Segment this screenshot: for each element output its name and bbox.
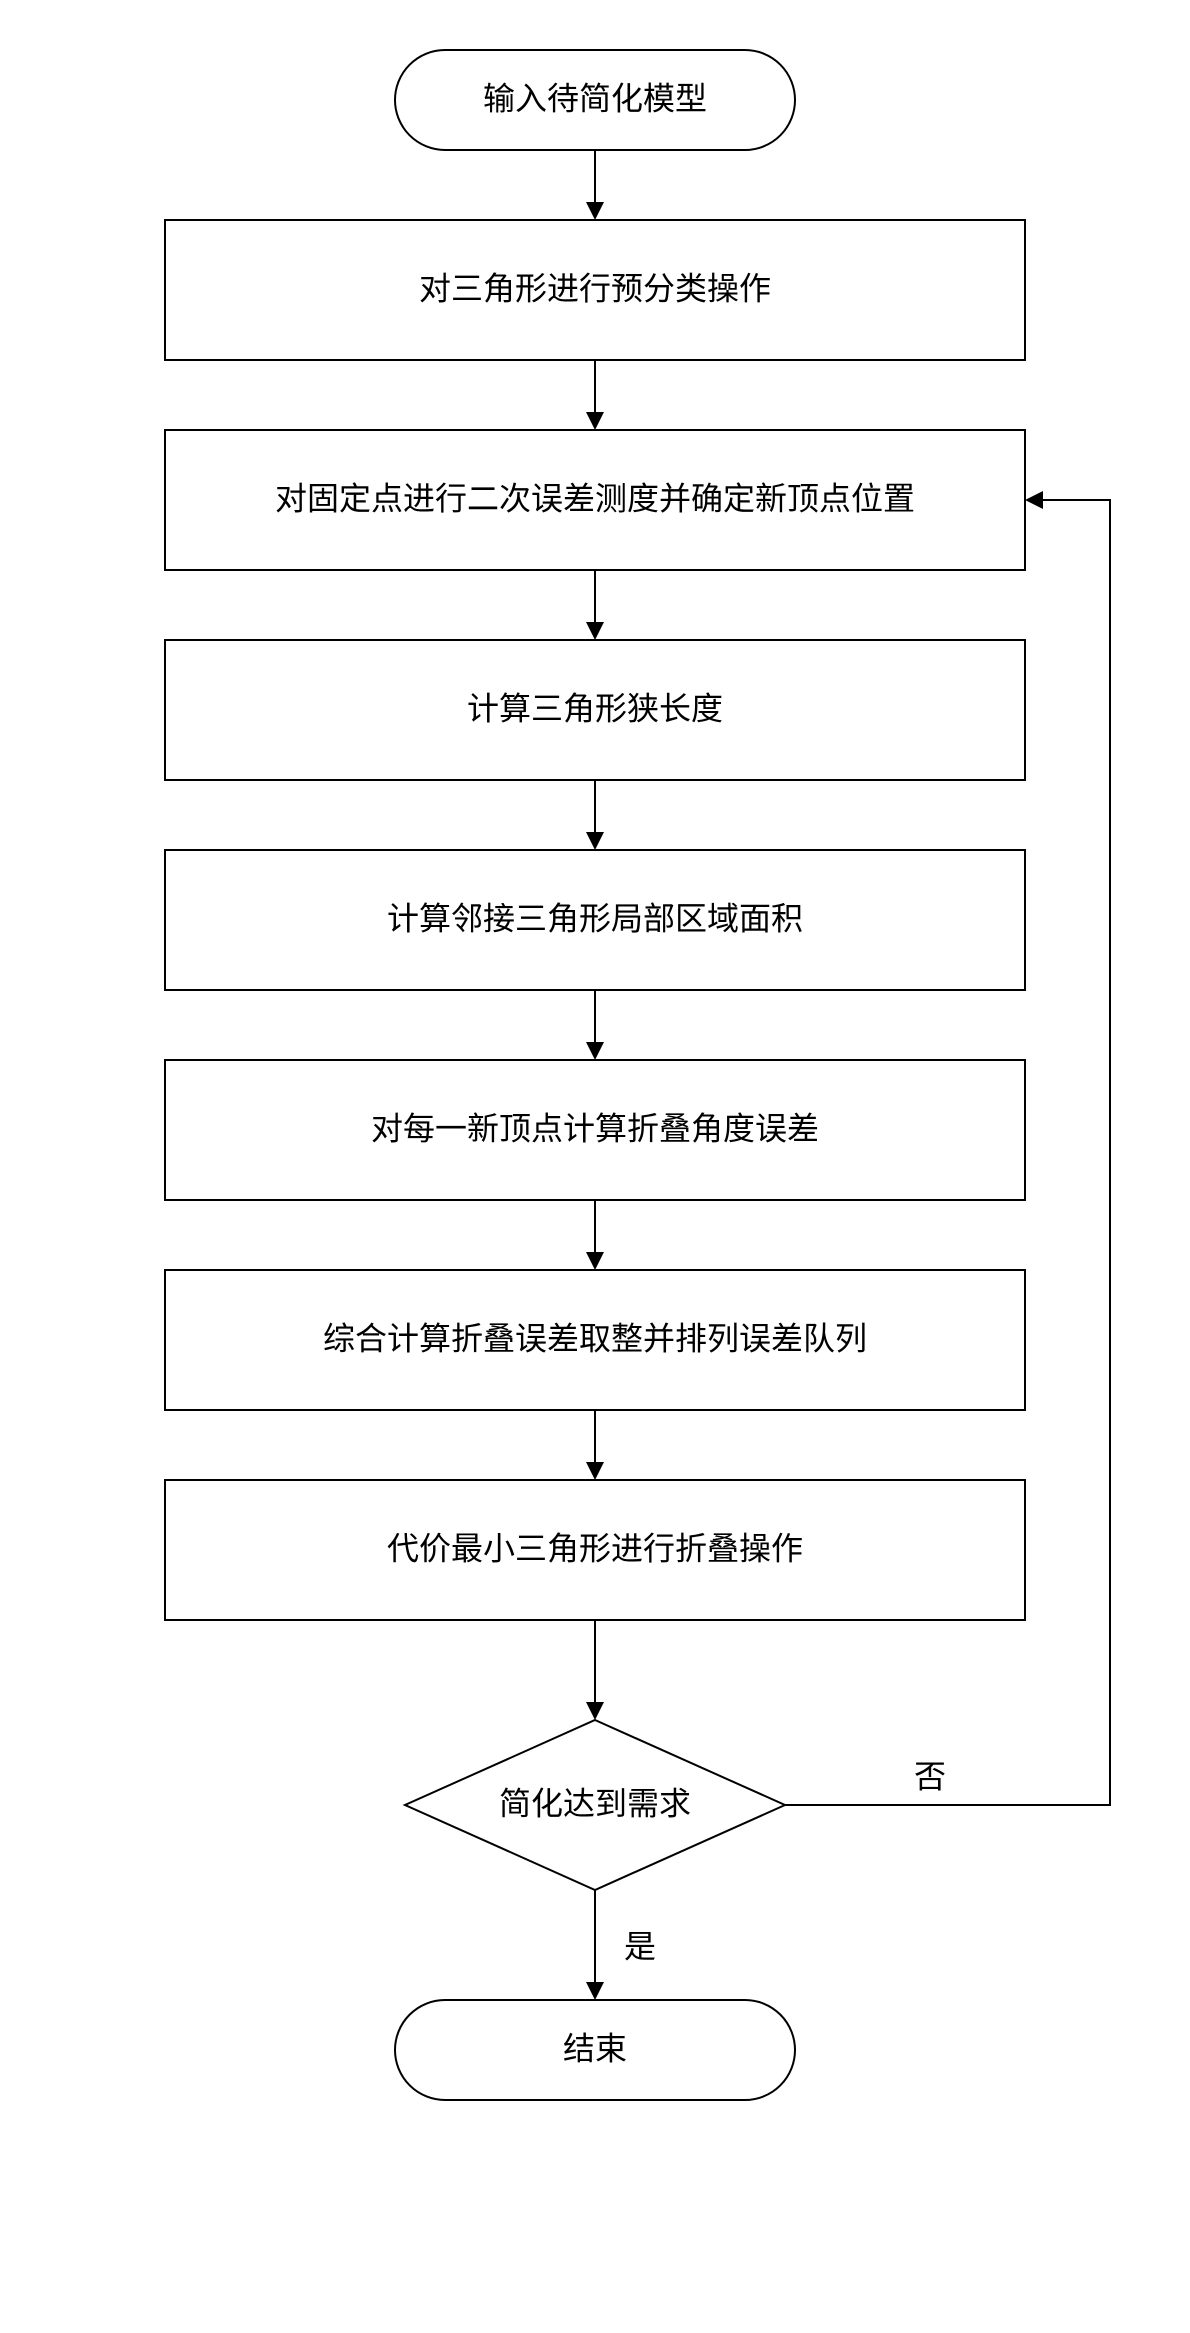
label-n1: 对三角形进行预分类操作 [419, 270, 771, 306]
node-n4: 计算邻接三角形局部区域面积 [165, 850, 1025, 990]
arrowhead [586, 1042, 604, 1060]
node-n5: 对每一新顶点计算折叠角度误差 [165, 1060, 1025, 1200]
arrowhead [586, 832, 604, 850]
arrowhead [586, 202, 604, 220]
branch-label-no: 否 [914, 1758, 946, 1794]
arrowhead [586, 1702, 604, 1720]
node-n2: 对固定点进行二次误差测度并确定新顶点位置 [165, 430, 1025, 570]
node-n7: 代价最小三角形进行折叠操作 [165, 1480, 1025, 1620]
label-n8: 简化达到需求 [499, 1785, 691, 1821]
label-n0: 输入待简化模型 [483, 80, 707, 116]
arrowhead [1025, 491, 1043, 509]
label-n3: 计算三角形狭长度 [467, 690, 723, 726]
label-n6: 综合计算折叠误差取整并排列误差队列 [323, 1320, 867, 1356]
arrowhead [586, 412, 604, 430]
label-n2: 对固定点进行二次误差测度并确定新顶点位置 [275, 480, 915, 516]
node-n3: 计算三角形狭长度 [165, 640, 1025, 780]
node-n0: 输入待简化模型 [395, 50, 795, 150]
arrowhead [586, 1462, 604, 1480]
node-n8: 简化达到需求 [405, 1720, 785, 1890]
label-n7: 代价最小三角形进行折叠操作 [387, 1530, 803, 1566]
arrowhead [586, 1982, 604, 2000]
node-n9: 结束 [395, 2000, 795, 2100]
label-n4: 计算邻接三角形局部区域面积 [387, 900, 803, 936]
label-n9: 结束 [563, 2030, 627, 2066]
branch-label-yes: 是 [624, 1928, 656, 1964]
label-n5: 对每一新顶点计算折叠角度误差 [371, 1110, 819, 1146]
node-n1: 对三角形进行预分类操作 [165, 220, 1025, 360]
arrowhead [586, 622, 604, 640]
node-n6: 综合计算折叠误差取整并排列误差队列 [165, 1270, 1025, 1410]
arrowhead [586, 1252, 604, 1270]
